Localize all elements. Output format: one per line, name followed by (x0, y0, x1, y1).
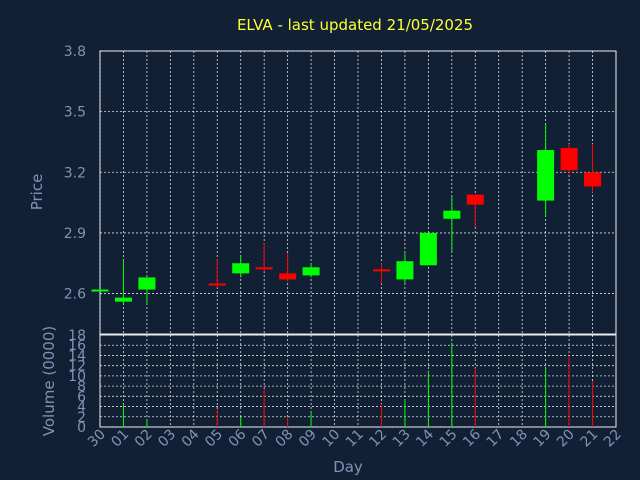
candle-body (372, 269, 390, 272)
day-tick-labels: 30 01 02 03 04 05 06 07 08 09 10 11 12 13 14 15 16 17 18 19… (85, 426, 625, 450)
price-tick-label: 3.2 (64, 165, 86, 181)
day-tick-label: 22 (601, 427, 625, 451)
day-tick-label: 14 (413, 426, 437, 450)
day-tick-label: 18 (507, 427, 531, 451)
volume-tick-label: 8 (77, 379, 86, 395)
day-tick-label: 04 (179, 426, 203, 450)
volume-tick-label: 12 (68, 359, 86, 375)
candle-body (302, 267, 320, 276)
day-tick-label: 10 (319, 427, 343, 451)
price-tick-label: 2.6 (64, 287, 86, 303)
candle-body (560, 148, 578, 171)
candle-body (419, 232, 437, 266)
candle-body (584, 172, 602, 187)
price-panel: 2.6 2.9 3.2 3.5 3.8 (64, 44, 617, 335)
candle-body (91, 289, 109, 292)
day-tick-label: 03 (155, 427, 179, 451)
volume-tick-label: 14 (68, 348, 86, 364)
price-axis-label: Price (28, 174, 46, 211)
day-tick-label: 08 (273, 427, 297, 451)
chart-title: ELVA - last updated 21/05/2025 (237, 16, 473, 34)
price-tick-label: 2.9 (64, 226, 86, 242)
volume-plot-frame (99, 334, 617, 428)
candle-body (138, 277, 156, 290)
day-tick-label: 07 (249, 427, 273, 451)
day-axis-label: Day (333, 458, 363, 476)
day-tick-label: 02 (132, 427, 156, 451)
day-tick-label: 15 (437, 427, 461, 451)
volume-tick-label: 0 (77, 420, 86, 436)
day-tick-label: 19 (531, 427, 555, 451)
day-tick-label: 16 (460, 426, 484, 450)
candle-body (232, 263, 250, 274)
candle-body (208, 283, 226, 286)
volume-tick-label: 16 (68, 338, 86, 354)
day-tick-label: 05 (202, 427, 226, 451)
day-tick-label: 17 (484, 427, 508, 451)
price-tick-label: 3.5 (64, 105, 86, 121)
day-tick-label: 09 (296, 427, 320, 451)
volume-tick-label: 6 (77, 389, 86, 405)
day-tick-label: 11 (343, 427, 367, 451)
price-plot-frame (99, 50, 617, 335)
volume-tick-label: 10 (68, 369, 86, 385)
volume-tick-label: 18 (68, 328, 86, 344)
day-tick-label: 20 (554, 427, 578, 451)
volume-axis-label: Volume (0000) (40, 326, 58, 436)
day-tick-label: 30 (85, 427, 109, 451)
day-tick-label: 21 (577, 427, 601, 451)
candle-body (279, 273, 297, 280)
candle-body (396, 261, 414, 280)
candle-body (255, 267, 273, 270)
candle-body (114, 297, 132, 302)
day-tick-label: 01 (108, 427, 132, 451)
candle-body (466, 194, 484, 205)
candle-body (537, 150, 555, 201)
day-tick-label: 13 (390, 427, 414, 451)
volume-tick-label: 4 (77, 400, 86, 416)
day-tick-label: 06 (226, 426, 250, 450)
volume-tick-label: 2 (77, 410, 86, 426)
day-tick-label: 12 (366, 427, 390, 451)
price-tick-label: 3.8 (64, 44, 86, 60)
candle-body (443, 210, 461, 219)
